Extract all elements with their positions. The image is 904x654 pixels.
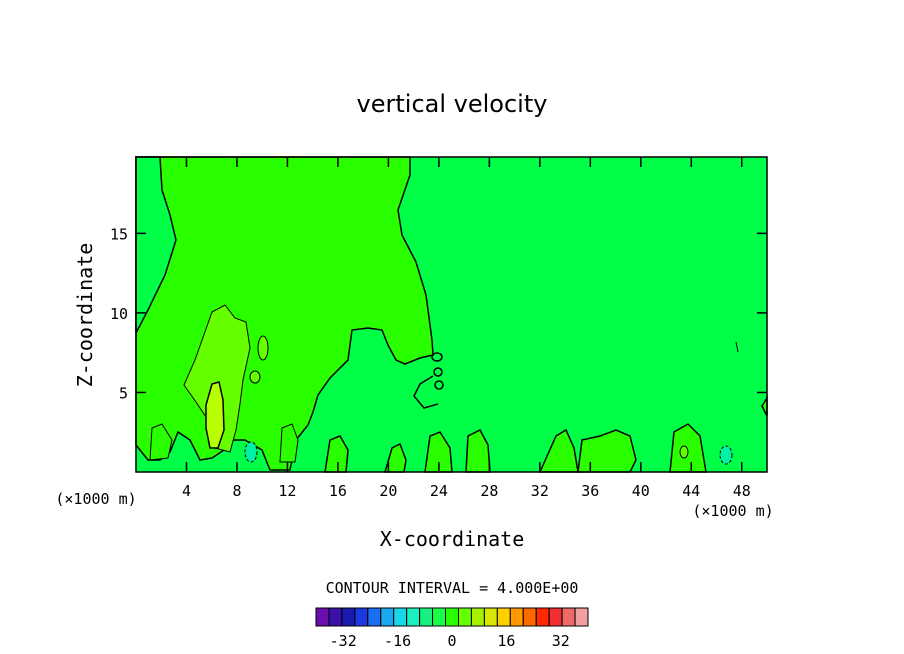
- contour-loop-3: [434, 380, 444, 390]
- colorbar-swatch: [328, 607, 343, 627]
- x-unit-label-left: (×1000 m): [55, 490, 136, 508]
- colorbar: -32 -16 0 16 32: [315, 607, 589, 650]
- y-tick-label: 5: [119, 384, 128, 402]
- contour-loop-2: [433, 367, 443, 377]
- x-tick-label: 20: [379, 482, 397, 500]
- positive-cell-small-1: [679, 445, 689, 459]
- colorbar-swatch: [457, 607, 472, 627]
- x-tick-label: 36: [581, 482, 599, 500]
- contour-interval-label: CONTOUR INTERVAL = 4.000E+00: [326, 579, 579, 597]
- colorbar-swatch: [509, 607, 524, 627]
- colorbar-tick-label: -32: [330, 632, 357, 650]
- negative-cell-1: [244, 441, 258, 463]
- x-axis-label: X-coordinate: [380, 527, 525, 551]
- x-tick-label: 28: [480, 482, 498, 500]
- colorbar-tick-label: 0: [447, 632, 456, 650]
- positive-cell-small-2: [257, 335, 269, 361]
- bottom-cell-8: [577, 429, 637, 473]
- x-tick-label: 40: [632, 482, 650, 500]
- colorbar-tick-label: 32: [552, 632, 570, 650]
- colorbar-swatch: [354, 607, 369, 627]
- colorbar-swatch: [380, 607, 395, 627]
- colorbar-swatch: [574, 607, 589, 627]
- y-axis: 5 10 15: [110, 225, 767, 402]
- colorbar-swatch: [470, 607, 485, 627]
- colorbar-swatch: [406, 607, 421, 627]
- colorbar-swatch: [496, 607, 511, 627]
- y-axis-label: Z-coordinate: [73, 243, 97, 388]
- colorbar-tick-label: -16: [384, 632, 411, 650]
- colorbar-swatch: [548, 607, 563, 627]
- colorbar-swatch: [419, 607, 434, 627]
- colorbar-swatch: [535, 607, 550, 627]
- colorbar-swatch: [483, 607, 498, 627]
- chart-title: vertical velocity: [357, 90, 548, 118]
- core-region-10: [205, 381, 225, 449]
- plot-frame: [135, 156, 768, 473]
- core-region-6: [183, 304, 251, 453]
- y-tick-label: 15: [110, 225, 128, 243]
- x-unit-label-right: (×1000 m): [692, 502, 773, 520]
- x-tick-label: 48: [733, 482, 751, 500]
- dash-contour-small: [735, 341, 739, 353]
- x-tick-label: 32: [531, 482, 549, 500]
- positive-cell-small-3: [249, 370, 261, 384]
- plot-area: [135, 156, 768, 473]
- colorbar-swatch: [367, 607, 382, 627]
- contour-line-x24: [413, 375, 439, 409]
- x-tick-label: 8: [232, 482, 241, 500]
- x-axis: 4 8 12 16 20 24 28 32 36 40 44 48: [182, 157, 751, 500]
- negative-cell-2: [719, 445, 733, 465]
- colorbar-swatch: [341, 607, 356, 627]
- x-tick-label: 4: [182, 482, 191, 500]
- negative-region-left-edge: [135, 156, 177, 334]
- colorbar-swatch: [445, 607, 459, 627]
- colorbar-swatch: [522, 607, 537, 627]
- colorbar-swatch: [432, 607, 447, 627]
- bottom-cell-2: [279, 423, 299, 463]
- colorbar-tick-label: 16: [497, 632, 515, 650]
- contour-loop-1: [431, 352, 443, 362]
- colorbar-swatch: [561, 607, 576, 627]
- y-tick-label: 10: [110, 305, 128, 323]
- x-tick-label: 24: [430, 482, 448, 500]
- colorbar-swatch: [393, 607, 408, 627]
- x-tick-label: 12: [278, 482, 296, 500]
- colorbar-swatch: [315, 607, 330, 627]
- x-tick-label: 16: [329, 482, 347, 500]
- x-tick-label: 44: [682, 482, 700, 500]
- bottom-cell-1: [149, 423, 173, 461]
